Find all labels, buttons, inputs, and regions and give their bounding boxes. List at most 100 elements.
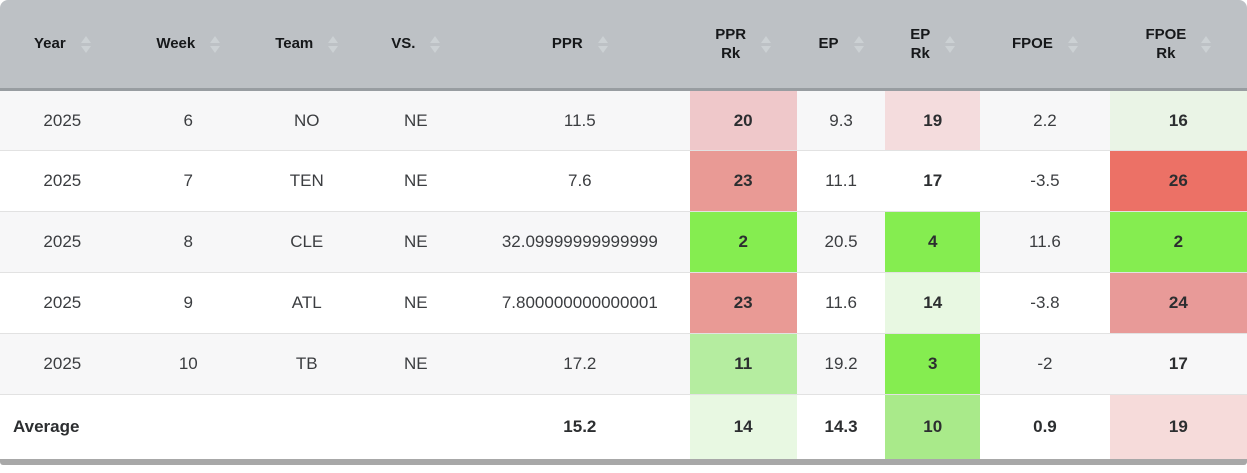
cell-vs: NE xyxy=(361,211,471,273)
sort-up-icon xyxy=(945,35,956,43)
cell-fpoe-rk: 19 xyxy=(1109,394,1247,459)
cell-week: 9 xyxy=(124,272,252,334)
header-label: Team xyxy=(275,35,314,53)
sort-down-icon xyxy=(945,45,956,53)
average-row: Average 15.2 14 14.3 10 0.9 19 xyxy=(0,394,1247,459)
header-label: VS. xyxy=(391,35,416,53)
table-row: 2025 8 CLE NE 32.09999999999999 2 20.5 4 11.6 2 xyxy=(0,211,1247,273)
cell-team xyxy=(251,394,362,459)
sort-icon xyxy=(1067,35,1078,53)
cell-team: NO xyxy=(251,89,362,151)
cell-ep: 14.3 xyxy=(796,394,886,459)
cell-ppr-rk: 14 xyxy=(689,394,797,459)
header-content: FPOE Rk xyxy=(1110,25,1247,64)
cell-ep-rk: 17 xyxy=(885,150,981,212)
cell-fpoe: -3.8 xyxy=(980,272,1110,334)
header-label: FPOE Rk xyxy=(1145,25,1187,63)
sort-icon xyxy=(210,35,221,53)
cell-vs: NE xyxy=(361,150,471,212)
stats-table-container: Year Week Team VS. PPR PPR Rk EP EP Rk FPOE FPOE Rk … xyxy=(0,0,1247,459)
cell-year: 2025 xyxy=(0,150,125,212)
cell-vs: NE xyxy=(361,89,471,151)
sort-icon xyxy=(1201,35,1212,53)
sort-up-icon xyxy=(1067,35,1078,43)
cell-fpoe: 11.6 xyxy=(980,211,1110,273)
header-label: PPR xyxy=(551,35,583,53)
header-vs[interactable]: VS. xyxy=(361,0,471,91)
cell-ep-rk: 4 xyxy=(885,211,981,273)
header-content: FPOE xyxy=(980,34,1110,54)
cell-team: TB xyxy=(251,333,362,395)
cell-ppr: 7.800000000000001 xyxy=(470,272,690,334)
sort-icon xyxy=(597,35,608,53)
cell-ppr: 7.6 xyxy=(470,150,690,212)
cell-ppr: 11.5 xyxy=(470,89,690,151)
cell-team: CLE xyxy=(251,211,362,273)
header-fpoe[interactable]: FPOE xyxy=(980,0,1110,91)
cell-ep: 19.2 xyxy=(796,333,886,395)
cell-team: ATL xyxy=(251,272,362,334)
cell-ep-rk: 19 xyxy=(885,89,981,151)
header-label: FPOE xyxy=(1012,35,1053,53)
table-row: 2025 10 TB NE 17.2 11 19.2 3 -2 17 xyxy=(0,333,1247,395)
sort-icon xyxy=(328,35,339,53)
sort-down-icon xyxy=(430,45,441,53)
header-ep[interactable]: EP xyxy=(796,0,886,91)
header-content: PPR Rk xyxy=(690,25,797,64)
header-label: EP Rk xyxy=(910,25,931,63)
sort-icon xyxy=(945,35,956,53)
cell-vs xyxy=(361,394,471,459)
header-year[interactable]: Year xyxy=(0,0,125,91)
sort-down-icon xyxy=(210,45,221,53)
header-content: VS. xyxy=(362,34,470,54)
header-content: EP xyxy=(797,34,886,54)
header-week[interactable]: Week xyxy=(124,0,252,91)
sort-up-icon xyxy=(430,35,441,43)
cell-ppr-rk: 23 xyxy=(689,272,797,334)
cell-year: 2025 xyxy=(0,211,125,273)
cell-week: 7 xyxy=(124,150,252,212)
cell-team: TEN xyxy=(251,150,362,212)
header-ppr[interactable]: PPR xyxy=(470,0,690,91)
cell-ppr-rk: 11 xyxy=(689,333,797,395)
header-fpoe-rk[interactable]: FPOE Rk xyxy=(1109,0,1247,91)
header-team[interactable]: Team xyxy=(251,0,362,91)
sort-down-icon xyxy=(853,45,864,53)
header-ep-rk[interactable]: EP Rk xyxy=(885,0,981,91)
table-row: 2025 7 TEN NE 7.6 23 11.1 17 -3.5 26 xyxy=(0,150,1247,212)
cell-ppr: 32.09999999999999 xyxy=(470,211,690,273)
cell-ep-rk: 10 xyxy=(885,394,981,459)
cell-fpoe-rk: 26 xyxy=(1109,150,1247,212)
sort-up-icon xyxy=(210,35,221,43)
header-row: Year Week Team VS. PPR PPR Rk EP EP Rk FPOE FPOE Rk xyxy=(0,0,1247,91)
cell-fpoe-rk: 24 xyxy=(1109,272,1247,334)
sort-icon xyxy=(80,35,91,53)
cell-ppr: 15.2 xyxy=(470,394,690,459)
table-row: 2025 6 NO NE 11.5 20 9.3 19 2.2 16 xyxy=(0,89,1247,151)
sort-icon xyxy=(853,35,864,53)
cell-fpoe: -3.5 xyxy=(980,150,1110,212)
header-content: Team xyxy=(252,34,362,54)
sort-down-icon xyxy=(80,45,91,53)
cell-ep: 11.6 xyxy=(796,272,886,334)
header-label: PPR Rk xyxy=(715,25,747,63)
sort-up-icon xyxy=(761,35,772,43)
cell-fpoe-rk: 2 xyxy=(1109,211,1247,273)
cell-ppr-rk: 23 xyxy=(689,150,797,212)
table-bottom-bar xyxy=(0,458,1247,465)
stats-table: Year Week Team VS. PPR PPR Rk EP EP Rk FPOE FPOE Rk … xyxy=(0,0,1247,459)
cell-ep: 11.1 xyxy=(796,150,886,212)
cell-week xyxy=(124,394,252,459)
sort-down-icon xyxy=(761,45,772,53)
cell-vs: NE xyxy=(361,272,471,334)
cell-ppr-rk: 20 xyxy=(689,89,797,151)
cell-ep: 9.3 xyxy=(796,89,886,151)
table-body: 2025 6 NO NE 11.5 20 9.3 19 2.2 16 2025 7 TEN NE 7.6 23… xyxy=(0,89,1247,459)
cell-fpoe-rk: 16 xyxy=(1109,89,1247,151)
cell-fpoe: -2 xyxy=(980,333,1110,395)
header-content: Year xyxy=(0,34,125,54)
cell-ppr-rk: 2 xyxy=(689,211,797,273)
cell-ppr: 17.2 xyxy=(470,333,690,395)
header-ppr-rk[interactable]: PPR Rk xyxy=(689,0,797,91)
cell-fpoe: 0.9 xyxy=(980,394,1110,459)
